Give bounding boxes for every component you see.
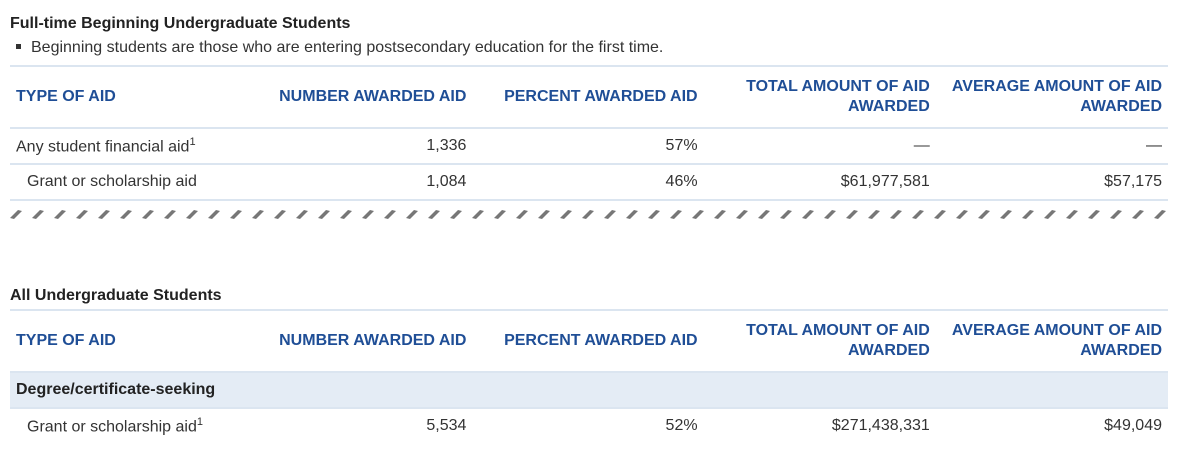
section-beginning-students: Full-time Beginning Undergraduate Studen…	[10, 15, 1168, 201]
cell-average: —	[935, 127, 1168, 164]
group-row: Degree/certificate-seeking	[10, 371, 1168, 408]
cell-percent: 57%	[472, 127, 704, 164]
cell-total: $61,977,581	[703, 163, 936, 201]
table-row: Any student financial aid1 1,336 57% — —	[10, 127, 1168, 164]
footnote-link[interactable]: 1	[189, 135, 196, 148]
cell-number: 1,084	[250, 163, 473, 201]
footnote-link[interactable]: 1	[196, 415, 203, 428]
cell-type: Grant or scholarship aid1	[10, 407, 251, 443]
table-row: Grant or scholarship aid1 5,534 52% $271…	[10, 407, 1168, 443]
col-average: AVERAGE AMOUNT OF AID AWARDED	[935, 65, 1168, 128]
col-type: TYPE OF AID	[10, 309, 251, 372]
note-text: Beginning students are those who are ent…	[31, 39, 664, 56]
table-row: Grant or scholarship aid 1,084 46% $61,9…	[10, 163, 1168, 201]
col-number: NUMBER AWARDED AID	[250, 309, 473, 372]
cell-type: Grant or scholarship aid	[10, 163, 251, 201]
cell-number: 5,534	[250, 407, 473, 443]
section-all-undergraduates: All Undergraduate Students TYPE OF AID N…	[10, 287, 1168, 443]
section-title: Full-time Beginning Undergraduate Studen…	[10, 15, 351, 32]
section-title: All Undergraduate Students	[10, 287, 222, 304]
cell-total: —	[703, 127, 936, 164]
group-label: Degree/certificate-seeking	[10, 371, 1168, 408]
table-header: TYPE OF AID NUMBER AWARDED AID PERCENT A…	[10, 65, 1168, 128]
cell-type: Any student financial aid1	[10, 127, 251, 164]
col-type: TYPE OF AID	[10, 65, 251, 128]
cell-percent: 52%	[472, 407, 704, 443]
cell-number: 1,336	[250, 127, 473, 164]
col-percent: PERCENT AWARDED AID	[472, 65, 704, 128]
col-total: TOTAL AMOUNT OF AID AWARDED	[703, 65, 936, 128]
cell-average: $49,049	[935, 407, 1168, 443]
torn-edge-divider	[6, 207, 1170, 221]
col-number: NUMBER AWARDED AID	[250, 65, 473, 128]
col-average: AVERAGE AMOUNT OF AID AWARDED	[935, 309, 1168, 372]
aid-table-all: TYPE OF AID NUMBER AWARDED AID PERCENT A…	[10, 309, 1168, 443]
cell-average: $57,175	[935, 163, 1168, 201]
col-total: TOTAL AMOUNT OF AID AWARDED	[703, 309, 936, 372]
cell-total: $271,438,331	[703, 407, 936, 443]
table-header: TYPE OF AID NUMBER AWARDED AID PERCENT A…	[10, 309, 1168, 372]
aid-table-beginning: TYPE OF AID NUMBER AWARDED AID PERCENT A…	[10, 65, 1168, 201]
note: Beginning students are those who are ent…	[14, 39, 1168, 57]
bullet-icon	[16, 44, 21, 49]
col-percent: PERCENT AWARDED AID	[472, 309, 704, 372]
cell-percent: 46%	[472, 163, 704, 201]
